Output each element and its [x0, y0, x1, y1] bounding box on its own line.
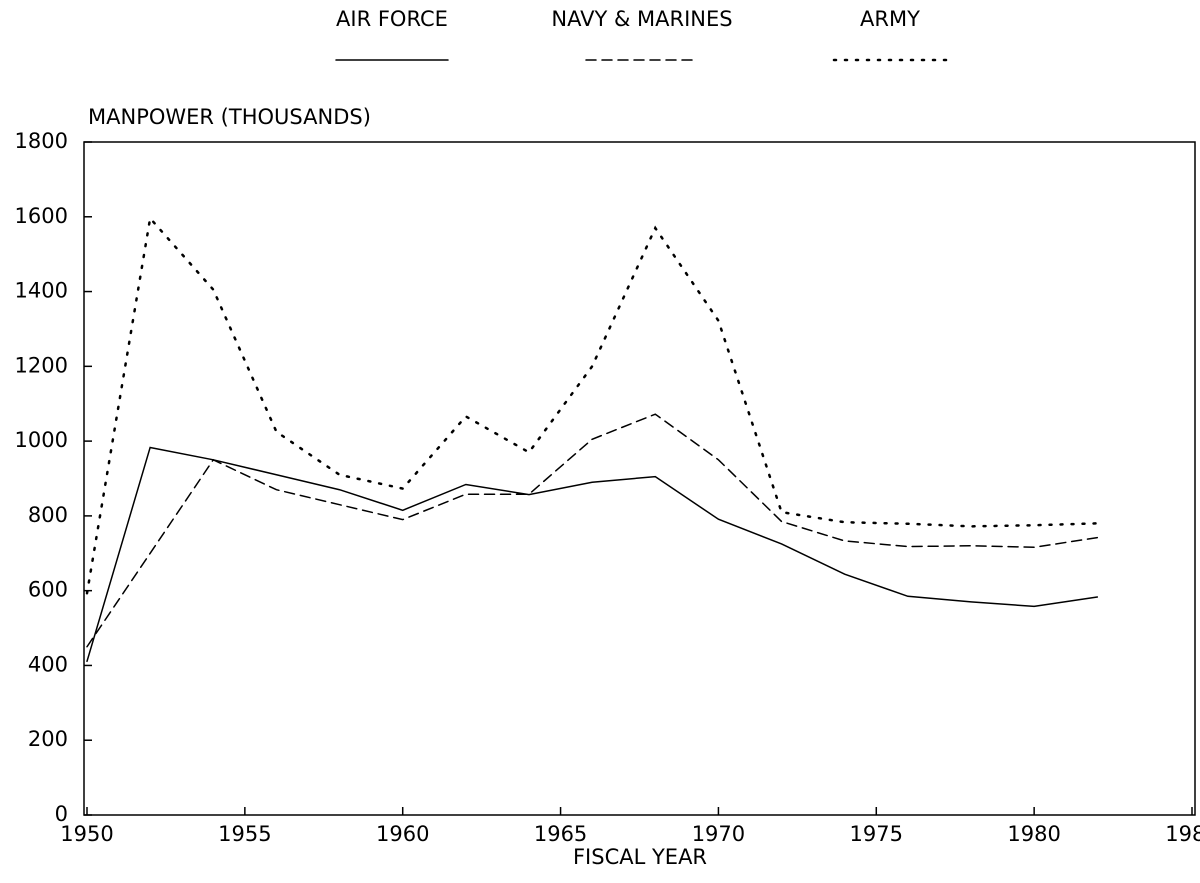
y-tick-label: 200: [28, 727, 68, 751]
legend-label: NAVY & MARINES: [551, 7, 732, 31]
x-axis-label: FISCAL YEAR: [573, 845, 707, 869]
legend-label: ARMY: [860, 7, 920, 31]
x-tick-label: 1985: [1165, 822, 1200, 846]
series-line: [85, 215, 1099, 595]
y-axis-label: MANPOWER (THOUSANDS): [88, 105, 371, 129]
series-line: [86, 446, 1099, 663]
y-tick-label: 1400: [15, 279, 68, 303]
legend-label: AIR FORCE: [336, 7, 448, 31]
x-tick-label: 1950: [60, 822, 113, 846]
x-tick-label: 1970: [692, 822, 745, 846]
y-tick-label: 1000: [15, 428, 68, 452]
x-tick-label: 1965: [534, 822, 587, 846]
x-tick-label: 1960: [376, 822, 429, 846]
y-tick-label: 0: [55, 802, 68, 826]
y-tick-label: 1800: [15, 129, 68, 153]
series-line: [86, 413, 1099, 648]
plot-frame: [83, 141, 1196, 816]
y-tick-label: 600: [28, 578, 68, 602]
y-tick-label: 1600: [15, 204, 68, 228]
x-tick-label: 1975: [850, 822, 903, 846]
x-tick-label: 1955: [218, 822, 271, 846]
y-tick-label: 400: [28, 652, 68, 676]
y-tick-label: 800: [28, 503, 68, 527]
y-tick-label: 1200: [15, 353, 68, 377]
x-tick-label: 1980: [1007, 822, 1060, 846]
